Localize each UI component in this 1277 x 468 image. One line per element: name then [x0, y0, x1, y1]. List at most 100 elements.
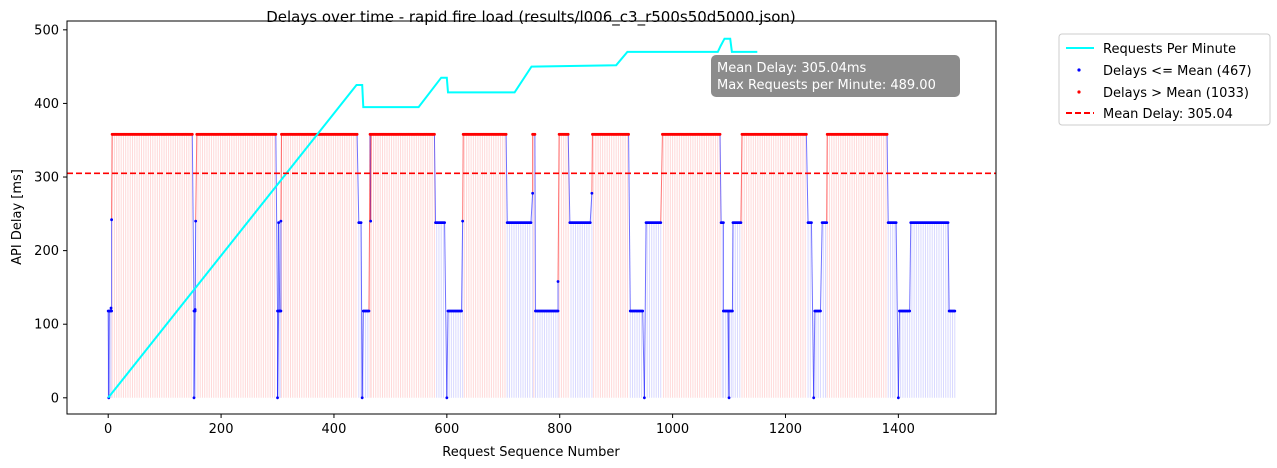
- delay-connector-segment: [108, 310, 110, 398]
- delay-connector-segment: [557, 134, 560, 282]
- point-low-delay: [556, 309, 560, 313]
- point-high-delay: [433, 132, 436, 136]
- delay-connector-segment: [280, 134, 282, 222]
- delay-connector-segment: [567, 134, 571, 223]
- delay-connector-segment: [444, 222, 448, 398]
- delay-connector-segment: [530, 193, 534, 223]
- legend-marker-high-delays: [1077, 90, 1081, 94]
- point-low-delay: [642, 396, 646, 400]
- point-low-delay: [279, 309, 283, 313]
- x-tick-label: 0: [104, 422, 112, 437]
- series-high-delays: [110, 132, 889, 136]
- x-tick-label: 1400: [882, 422, 915, 437]
- point-low-delay: [109, 306, 113, 310]
- stats-box: Mean Delay: 305.04ms Max Requests per Mi…: [711, 55, 960, 97]
- point-low-delay: [531, 191, 535, 195]
- point-low-delay: [360, 396, 364, 400]
- y-tick-label: 200: [34, 244, 59, 259]
- point-low-delay: [810, 221, 813, 225]
- point-high-delay: [718, 132, 722, 136]
- delay-connector-segment: [462, 134, 464, 222]
- delay-connector-segment: [356, 134, 360, 223]
- point-low-delay: [279, 219, 283, 223]
- point-low-delay: [445, 396, 449, 400]
- legend-label-mean: Mean Delay: 305.04: [1103, 107, 1233, 122]
- delay-connector-segment: [895, 222, 899, 398]
- legend-label-rpm: Requests Per Minute: [1103, 42, 1236, 57]
- point-low-delay: [110, 309, 113, 313]
- delay-connector-segment: [886, 134, 889, 223]
- delay-connector-segment: [819, 222, 823, 311]
- point-low-delay: [739, 221, 743, 225]
- point-low-delay: [277, 221, 281, 225]
- y-tick-label: 500: [34, 23, 59, 38]
- delay-connector-segment: [360, 222, 363, 398]
- point-high-delay: [190, 132, 194, 136]
- point-high-delay: [804, 132, 808, 136]
- x-tick-label: 1200: [769, 422, 802, 437]
- point-low-delay: [590, 191, 594, 195]
- delay-connector-segment: [275, 134, 279, 311]
- point-high-delay: [533, 132, 537, 136]
- point-high-delay: [504, 132, 508, 136]
- point-low-delay: [731, 309, 734, 313]
- delay-connector-segment: [719, 134, 722, 223]
- point-low-delay: [946, 221, 950, 225]
- y-tick-label: 100: [34, 318, 59, 333]
- delay-connector-segment: [446, 310, 449, 398]
- delay-connector-segment: [193, 310, 196, 398]
- delay-connector-segment: [277, 310, 280, 398]
- delay-connector-segment: [194, 221, 197, 310]
- delay-connector-segment: [361, 310, 364, 398]
- delay-connector-segment: [278, 222, 281, 311]
- y-tick-label: 300: [34, 171, 59, 186]
- delay-connector-segment: [731, 222, 734, 311]
- point-low-delay: [110, 218, 113, 222]
- delay-connector-segment: [813, 310, 816, 398]
- point-low-delay: [721, 221, 725, 225]
- point-low-delay: [443, 221, 446, 225]
- series-low-delays: [106, 191, 957, 400]
- point-low-delay: [727, 396, 731, 400]
- delay-connector-segment: [534, 134, 536, 311]
- point-high-delay: [627, 132, 630, 136]
- point-low-delay: [460, 309, 463, 313]
- delay-connector-segment: [370, 134, 372, 222]
- delay-connector-segment: [810, 222, 815, 398]
- delay-connector-segment: [660, 134, 663, 223]
- point-low-delay: [825, 221, 829, 225]
- x-tick-label: 1000: [656, 422, 689, 437]
- x-tick-label: 600: [434, 422, 459, 437]
- stats-max-rpm: Max Requests per Minute: 489.00: [717, 78, 936, 93]
- point-low-delay: [367, 309, 371, 313]
- plot-frame: [66, 20, 997, 415]
- point-high-delay: [355, 132, 359, 136]
- point-low-delay: [819, 309, 822, 313]
- delay-connector-segment: [195, 134, 198, 222]
- series-requests-per-minute: [107, 37, 758, 399]
- delay-connector-segment: [591, 134, 593, 194]
- chart-title: Delays over time - rapid fire load (resu…: [266, 8, 796, 27]
- point-low-delay: [659, 221, 663, 225]
- delay-connector-segment: [628, 134, 631, 311]
- point-low-delay: [529, 221, 533, 225]
- x-tick-label: 400: [322, 422, 347, 437]
- point-low-delay: [641, 309, 645, 313]
- delay-connector-segment: [909, 222, 912, 311]
- delay-connector-segment: [505, 134, 508, 223]
- y-axis: 0 100 200 300 400 500: [34, 23, 67, 406]
- delay-connector-segment: [433, 134, 437, 223]
- delay-connector-segment: [947, 222, 950, 311]
- point-low-delay: [194, 219, 198, 223]
- y-tick-label: 400: [34, 97, 59, 112]
- legend-label-low-delays: Delays <= Mean (467): [1103, 64, 1252, 79]
- point-low-delay: [276, 396, 279, 400]
- point-low-delay: [359, 221, 363, 225]
- legend-label-high-delays: Delays > Mean (1033): [1103, 86, 1249, 101]
- legend: Requests Per Minute Delays <= Mean (467)…: [1058, 33, 1271, 126]
- x-axis: 0 200 400 600 800 1000 1200 1400: [104, 414, 915, 437]
- point-low-delay: [894, 221, 898, 225]
- legend-marker-low-delays: [1077, 68, 1081, 72]
- delay-connector-segment: [191, 134, 195, 311]
- y-tick-label: 0: [51, 391, 59, 406]
